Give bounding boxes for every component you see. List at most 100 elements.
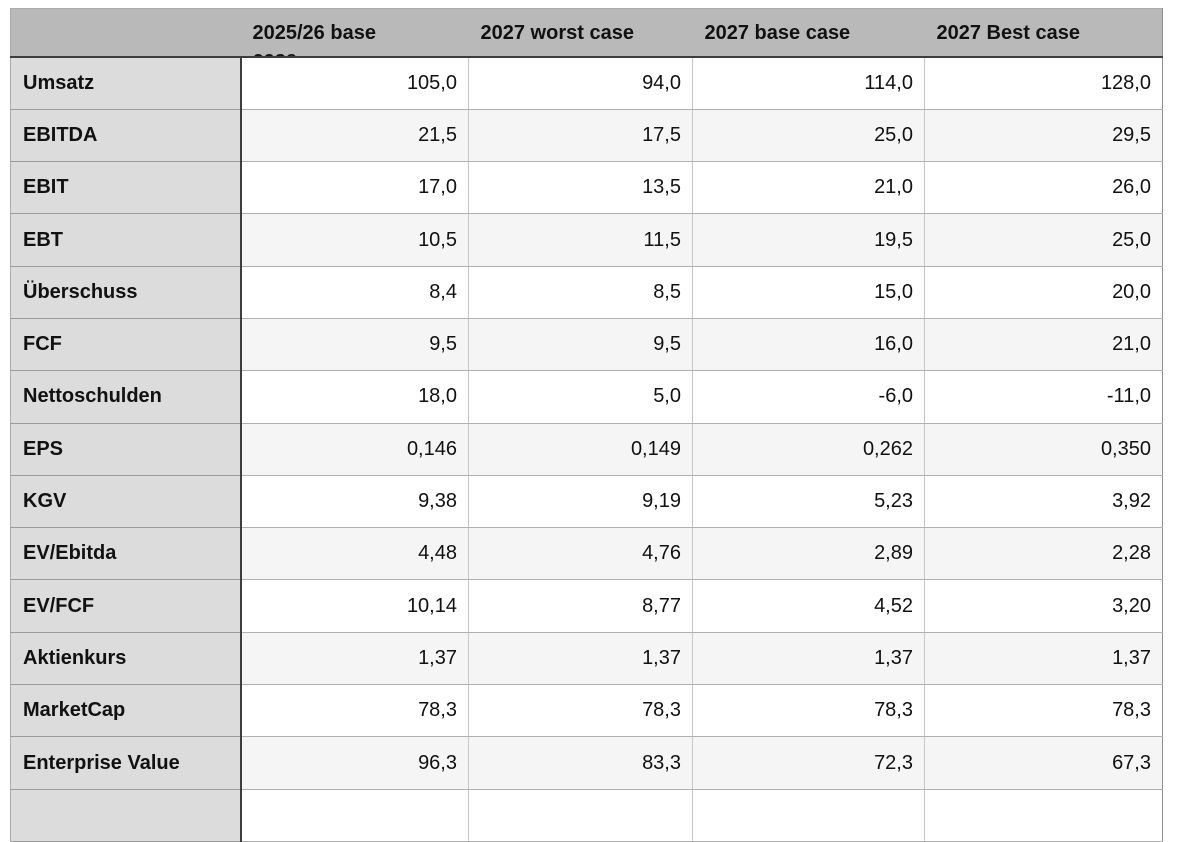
table-row: Aktienkurs 1,37 1,37 1,37 1,37 [10, 632, 1163, 686]
cell-value: 10,5 [240, 213, 469, 267]
scenario-table: 2025/26 base case 2027 worst case 2027 b… [10, 8, 1163, 842]
table-row: EPS 0,146 0,149 0,262 0,350 [10, 423, 1163, 476]
cell-value: 3,92 [924, 475, 1163, 529]
table-row: FCF 9,5 9,5 16,0 21,0 [10, 318, 1163, 372]
table-row: Enterprise Value 96,3 83,3 72,3 67,3 [10, 736, 1163, 790]
row-label: MarketCap [10, 684, 242, 738]
cell-value: -6,0 [692, 370, 925, 424]
table-row: MarketCap 78,3 78,3 78,3 78,3 [10, 684, 1163, 738]
header-label: 2027 base case [704, 22, 851, 44]
header-label: 2027 Best case [936, 22, 1080, 44]
cell-value: 25,0 [692, 109, 925, 163]
cell-value: -11,0 [924, 370, 1163, 424]
cell-value: 21,5 [240, 109, 469, 163]
table-row: EV/Ebitda 4,48 4,76 2,89 2,28 [10, 527, 1163, 581]
cell-value: 17,5 [468, 109, 693, 163]
table-body: Umsatz 105,0 94,0 114,0 128,0 EBITDA 21,… [10, 57, 1163, 842]
cell-value: 11,5 [468, 213, 693, 267]
table-row: Überschuss 8,4 8,5 15,0 20,0 [10, 266, 1163, 319]
row-label: Aktienkurs [10, 632, 242, 686]
table-row: EV/FCF 10,14 8,77 4,52 3,20 [10, 579, 1163, 633]
header-row: 2025/26 base case 2027 worst case 2027 b… [10, 8, 1163, 58]
table-row [10, 789, 1163, 842]
cell-value: 18,0 [240, 370, 469, 424]
cell-value: 9,5 [468, 318, 693, 372]
cell-value: 9,5 [240, 318, 469, 372]
row-label: EPS [10, 423, 242, 476]
cell-value: 0,149 [468, 423, 693, 476]
cell-value: 83,3 [468, 736, 693, 790]
table-row: Umsatz 105,0 94,0 114,0 128,0 [10, 57, 1163, 110]
cell-value: 78,3 [468, 684, 693, 738]
cell-value: 94,0 [468, 57, 693, 110]
cell-value: 4,48 [240, 527, 469, 581]
row-label: Umsatz [10, 57, 242, 110]
cell-value: 67,3 [924, 736, 1163, 790]
cell-value: 0,350 [924, 423, 1163, 476]
cell-value: 2,28 [924, 527, 1163, 581]
cell-value: 26,0 [924, 161, 1163, 215]
cell-value: 72,3 [692, 736, 925, 790]
cell-value: 0,146 [240, 423, 469, 476]
cell-value: 10,14 [240, 579, 469, 633]
cell-value: 17,0 [240, 161, 469, 215]
cell-value: 1,37 [692, 632, 925, 686]
cell-value [468, 789, 693, 842]
row-label: EBIT [10, 161, 242, 215]
cell-value: 15,0 [692, 266, 925, 319]
cell-value: 13,5 [468, 161, 693, 215]
cell-value: 8,77 [468, 579, 693, 633]
cell-value: 19,5 [692, 213, 925, 267]
cell-value: 21,0 [924, 318, 1163, 372]
header-cell-2027-worst-case: 2027 worst case [468, 8, 693, 58]
cell-value: 9,19 [468, 475, 693, 529]
cell-value: 20,0 [924, 266, 1163, 319]
table-header: 2025/26 base case 2027 worst case 2027 b… [10, 8, 1163, 58]
row-label: FCF [10, 318, 242, 372]
table-row: EBITDA 21,5 17,5 25,0 29,5 [10, 109, 1163, 163]
row-label: EV/FCF [10, 579, 242, 633]
cell-value: 2,89 [692, 527, 925, 581]
cell-value: 105,0 [240, 57, 469, 110]
table-row: Nettoschulden 18,0 5,0 -6,0 -11,0 [10, 370, 1163, 424]
row-label: EV/Ebitda [10, 527, 242, 581]
cell-value: 1,37 [240, 632, 469, 686]
row-label [10, 789, 242, 842]
cell-value: 0,262 [692, 423, 925, 476]
cell-value: 9,38 [240, 475, 469, 529]
cell-value: 8,5 [468, 266, 693, 319]
cell-value [692, 789, 925, 842]
table-row: KGV 9,38 9,19 5,23 3,92 [10, 475, 1163, 529]
row-label: EBITDA [10, 109, 242, 163]
cell-value: 8,4 [240, 266, 469, 319]
table-row: EBT 10,5 11,5 19,5 25,0 [10, 213, 1163, 267]
cell-value: 16,0 [692, 318, 925, 372]
cell-value: 4,76 [468, 527, 693, 581]
cell-value: 1,37 [924, 632, 1163, 686]
header-cell-label-column [10, 8, 241, 58]
row-label: Nettoschulden [10, 370, 242, 424]
cell-value: 29,5 [924, 109, 1163, 163]
row-label: Überschuss [10, 266, 242, 319]
cell-value: 21,0 [692, 161, 925, 215]
cell-value: 78,3 [692, 684, 925, 738]
cell-value: 1,37 [468, 632, 693, 686]
row-label: Enterprise Value [10, 736, 242, 790]
header-label: 2025/26 base case [252, 22, 376, 56]
cell-value: 3,20 [924, 579, 1163, 633]
cell-value: 25,0 [924, 213, 1163, 267]
cell-value [240, 789, 469, 842]
cell-value: 4,52 [692, 579, 925, 633]
cell-value: 78,3 [924, 684, 1163, 738]
header-cell-2027-base-case: 2027 base case [692, 8, 925, 58]
table-row: EBIT 17,0 13,5 21,0 26,0 [10, 161, 1163, 215]
cell-value: 128,0 [924, 57, 1163, 110]
header-cell-2027-best-case: 2027 Best case [924, 8, 1163, 58]
cell-value: 5,0 [468, 370, 693, 424]
cell-value: 78,3 [240, 684, 469, 738]
cell-value: 114,0 [692, 57, 925, 110]
header-label: 2027 worst case [480, 22, 634, 44]
row-label: KGV [10, 475, 242, 529]
header-cell-2025-26-base-case: 2025/26 base case [240, 8, 469, 58]
cell-value [924, 789, 1163, 842]
